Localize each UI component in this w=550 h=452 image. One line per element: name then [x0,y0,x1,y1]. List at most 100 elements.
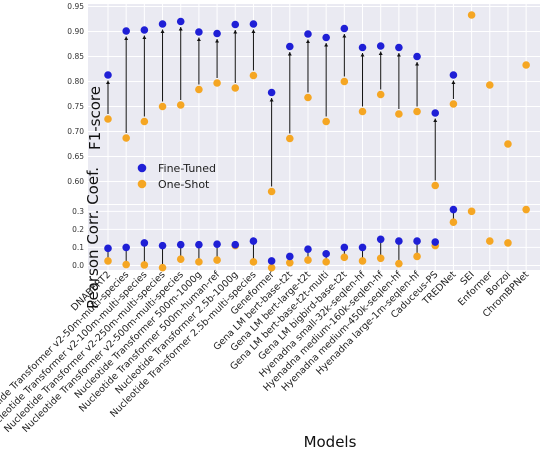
f1-arrowhead [142,35,147,39]
pearson-point-fine-tuned [395,237,403,245]
f1-arrowhead [287,52,292,56]
f1-point-one-shot [122,134,130,142]
pearson-point-one-shot [104,257,112,265]
f1-point-one-shot [249,71,258,80]
f1-point-one-shot [395,110,403,118]
f1-point-fine-tuned [322,33,330,42]
f1-arrowhead [342,34,347,38]
f1-point-fine-tuned [176,17,185,26]
f1-point-one-shot [467,11,476,19]
f1-point-one-shot [485,81,494,89]
f1-point-fine-tuned [231,20,240,29]
f1-point-fine-tuned [358,43,367,52]
pearson-ylabel: Pearson Corr. Coef. [84,167,102,309]
pearson-point-one-shot [267,263,276,272]
legend-marker-one-shot [137,179,147,189]
pearson-point-fine-tuned [376,235,385,244]
f1-point-one-shot [504,140,512,148]
pearson-point-one-shot [413,252,421,261]
f1-arrowhead [451,80,456,84]
f1-point-one-shot [195,85,203,94]
f1-point-one-shot [322,117,330,126]
f1-point-one-shot [267,187,276,196]
pearson-point-one-shot [376,254,385,263]
pearson-point-fine-tuned [195,240,203,249]
f1-point-one-shot [213,79,221,87]
f1-arrowhead [433,118,438,122]
f1-point-fine-tuned [122,27,130,35]
f1-ytick-label: 0.60 [67,177,84,186]
pearson-ytick-label: 0.0 [72,261,84,270]
pearson-point-one-shot [195,258,203,266]
pearson-point-one-shot [158,263,167,272]
f1-point-fine-tuned [267,88,276,97]
pearson-point-one-shot [358,257,367,265]
f1-point-one-shot [286,134,294,143]
f1-arrowhead [324,43,329,47]
pearson-point-one-shot [340,253,349,262]
legend-label-one-shot: One-Shot [158,178,210,191]
f1-point-one-shot [522,61,530,69]
pearson-point-fine-tuned [267,257,276,265]
pearson-point-one-shot [176,255,185,263]
f1-arrowhead [106,80,110,84]
pearson-point-fine-tuned [213,240,221,248]
f1-point-one-shot [140,117,149,126]
f1-point-one-shot [431,181,440,190]
f1-ytick-label: 0.85 [67,52,84,61]
pearson-point-one-shot [286,258,294,267]
pearson-point-fine-tuned [340,243,349,252]
f1-point-one-shot [340,77,349,86]
f1-ytick-label: 0.70 [67,127,84,136]
f1-arrowhead [305,39,310,43]
pearson-point-fine-tuned [249,237,258,245]
pearson-point-one-shot [249,258,258,266]
f1-point-one-shot [449,100,458,108]
f1-ylabel: F1-score [86,86,104,150]
f1-point-one-shot [231,84,240,92]
f1-arrowhead [251,29,256,33]
f1-point-one-shot [358,107,367,116]
pearson-point-one-shot [140,261,149,269]
pearson-point-fine-tuned [231,240,240,249]
x-axis-label: Models [304,433,357,451]
f1-arrowhead [396,53,401,57]
f1-point-fine-tuned [104,71,112,79]
f1-ytick-label: 0.80 [67,77,84,86]
legend-label-fine-tuned: Fine-Tuned [158,162,216,175]
f1-arrowhead [415,62,420,66]
f1-point-fine-tuned [395,43,403,52]
f1-arrowhead [269,98,274,102]
f1-arrowhead [178,27,183,31]
f1-arrowhead [124,36,129,40]
f1-ytick-label: 0.95 [67,2,84,11]
data-points [104,11,530,272]
legend-marker-fine-tuned [137,163,147,173]
pearson-point-one-shot [304,256,312,264]
f1-point-fine-tuned [449,71,458,79]
f1-point-fine-tuned [158,20,167,28]
f1-ytick-label: 0.90 [67,27,84,36]
pearson-ytick-label: 0.1 [72,243,84,252]
f1-point-fine-tuned [413,52,421,61]
f1-point-fine-tuned [249,20,258,28]
pearson-point-fine-tuned [358,243,367,252]
f1-point-fine-tuned [195,28,203,36]
pearson-ytick-label: 0.2 [72,225,84,234]
pearson-point-fine-tuned [140,239,149,247]
f1-point-fine-tuned [304,30,312,38]
pearson-point-one-shot [213,256,221,264]
pearson-point-one-shot [485,237,494,245]
pearson-point-fine-tuned [176,240,185,249]
f1-point-one-shot [104,115,112,123]
f1-ytick-label: 0.75 [67,102,84,111]
pearson-point-fine-tuned [449,205,458,214]
pearson-point-fine-tuned [322,249,330,258]
pearson-ytick-label: 0.3 [72,207,84,216]
f1-point-one-shot [176,101,185,109]
f1-arrowhead [160,29,165,33]
f1-arrowhead [196,37,201,41]
